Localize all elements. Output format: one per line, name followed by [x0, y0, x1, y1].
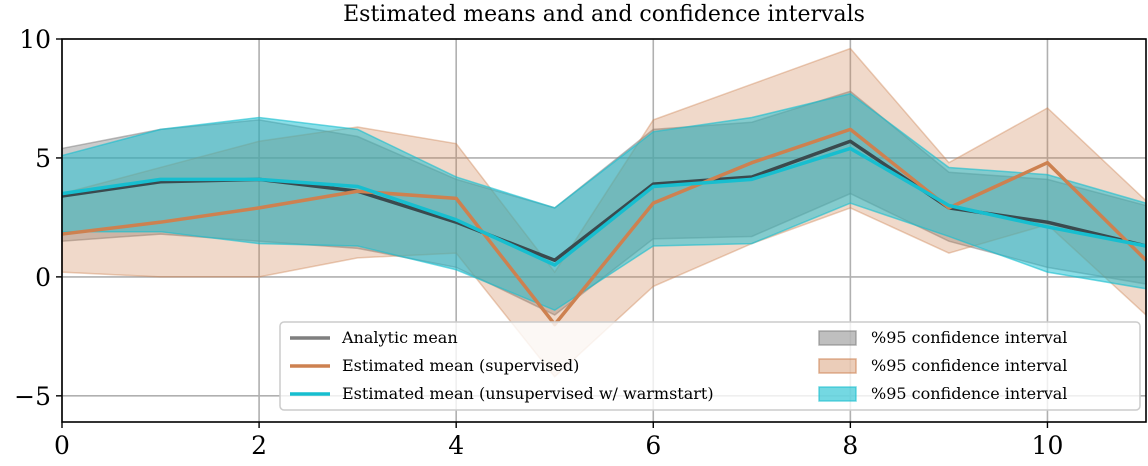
x-tick-label: 6 [645, 431, 661, 460]
legend-label: Estimated mean (supervised) [342, 356, 579, 375]
x-tick-label: 10 [1032, 431, 1064, 460]
plot-frame [61, 38, 1147, 423]
legend-label: %95 confidence interval [871, 356, 1067, 375]
chart-title: Estimated means and and confidence inter… [343, 2, 865, 27]
y-tick-label: 10 [19, 25, 51, 54]
legend-label: %95 confidence interval [871, 328, 1067, 347]
legend-label: %95 confidence interval [871, 384, 1067, 403]
y-tick-label: 5 [35, 144, 51, 173]
legend-label: Estimated mean (unsupervised w/ warmstar… [342, 384, 714, 403]
legend-box [279, 321, 1141, 411]
y-tick-label: −5 [14, 382, 51, 411]
x-tick-label: 0 [54, 431, 70, 460]
confidence-band [61, 92, 1147, 312]
y-tick-label: 0 [35, 263, 51, 292]
legend-band-swatch [818, 330, 857, 346]
legend: Analytic mean Estimated mean (supervised)… [279, 321, 1141, 411]
mean-lines [61, 127, 1148, 327]
mean-line [61, 146, 1147, 267]
mean-line [61, 127, 1148, 327]
x-tick-label: 4 [448, 431, 464, 460]
legend-band-swatch [818, 358, 857, 374]
x-tick-label: 8 [842, 431, 858, 460]
legend-band-swatch [818, 386, 857, 402]
x-tick-label: 2 [251, 431, 267, 460]
legend-label: Analytic mean [341, 328, 458, 347]
